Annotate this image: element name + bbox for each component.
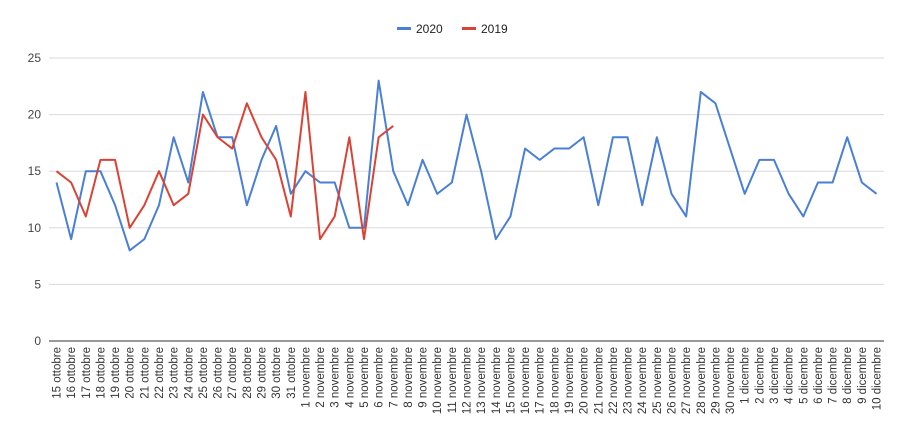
x-tick-label: 9 dicembre (857, 347, 869, 404)
y-tick-label: 5 (34, 277, 41, 291)
gridlines (49, 57, 884, 285)
x-tick-label: 25 novembre (652, 347, 664, 414)
x-tick-label: 3 dicembre (769, 347, 781, 404)
x-tick-label: 15 ottobre (52, 347, 64, 399)
x-tick-label: 27 ottobre (227, 347, 239, 399)
series-line-2019[interactable] (55, 90, 394, 241)
series-lines (55, 79, 878, 252)
x-tick-label: 24 novembre (637, 347, 649, 414)
x-tick-label: 12 novembre (462, 347, 474, 414)
x-tick-label: 13 novembre (476, 347, 488, 414)
x-tick-label: 9 novembre (418, 347, 430, 408)
x-tick-label: 7 dicembre (828, 347, 840, 404)
x-tick-label: 8 novembre (403, 347, 415, 408)
x-tick-label: 29 novembre (710, 347, 722, 414)
x-tick-label: 20 ottobre (125, 347, 137, 399)
x-tick-label: 10 dicembre (872, 347, 884, 410)
x-tick-label: 23 ottobre (169, 347, 181, 399)
legend-label-2020: 2020 (416, 22, 443, 36)
y-tick-label: 20 (28, 108, 42, 122)
x-tick-label: 4 novembre (344, 347, 356, 408)
x-tick-label: 16 novembre (520, 347, 532, 414)
x-tick-label: 27 novembre (681, 347, 693, 414)
x-axis-ticks: 15 ottobre 16 ottobre 17 ottobre 18 ottobre… (52, 347, 884, 414)
x-tick-label: 18 ottobre (95, 347, 107, 399)
x-tick-label: 28 ottobre (242, 347, 254, 399)
x-tick-label: 1 dicembre (740, 347, 752, 404)
legend: 2020 2019 (397, 22, 508, 36)
x-tick-label: 16 ottobre (66, 347, 78, 399)
x-tick-label: 22 ottobre (154, 347, 166, 399)
x-tick-label: 2 dicembre (754, 347, 766, 404)
legend-item-2019[interactable]: 2019 (462, 22, 508, 36)
x-tick-label: 24 ottobre (183, 347, 195, 399)
x-tick-label: 28 novembre (696, 347, 708, 414)
x-tick-label: 30 novembre (725, 347, 737, 414)
legend-item-2020[interactable]: 2020 (397, 22, 443, 36)
y-tick-label: 15 (28, 164, 42, 178)
x-tick-label: 17 ottobre (81, 347, 93, 399)
x-tick-label: 14 novembre (491, 347, 503, 414)
y-axis-ticks: 0 5 10 15 20 25 (28, 51, 42, 348)
x-tick-label: 20 novembre (579, 347, 591, 414)
x-tick-label: 8 dicembre (842, 347, 854, 404)
x-tick-label: 7 novembre (388, 347, 400, 408)
x-tick-label: 1 novembre (300, 347, 312, 408)
y-tick-label: 10 (28, 221, 42, 235)
x-tick-label: 5 novembre (359, 347, 371, 408)
x-tick-label: 29 ottobre (257, 347, 269, 399)
x-tick-label: 26 ottobre (213, 347, 225, 399)
x-tick-label: 11 novembre (447, 347, 459, 413)
x-tick-label: 6 dicembre (813, 347, 825, 404)
x-tick-label: 6 novembre (374, 347, 386, 408)
x-tick-label: 21 ottobre (139, 347, 151, 399)
x-tick-label: 19 ottobre (110, 347, 122, 399)
x-tick-label: 25 ottobre (198, 347, 210, 399)
x-tick-label: 23 novembre (623, 347, 635, 414)
y-tick-label: 0 (34, 334, 41, 348)
x-tick-label: 2 novembre (315, 347, 327, 408)
x-tick-label: 26 novembre (667, 347, 679, 414)
x-tick-label: 19 novembre (564, 347, 576, 414)
x-tick-label: 18 novembre (549, 347, 561, 414)
legend-label-2019: 2019 (481, 22, 508, 36)
x-tick-label: 15 novembre (505, 347, 517, 414)
x-tick-label: 4 dicembre (784, 347, 796, 404)
y-tick-label: 25 (28, 51, 42, 65)
x-tick-label: 17 novembre (535, 347, 547, 414)
series-line-2020[interactable] (55, 79, 878, 252)
x-tick-label: 22 novembre (608, 347, 620, 414)
x-tick-label: 31 ottobre (286, 347, 298, 399)
x-tick-label: 5 dicembre (798, 347, 810, 404)
x-tick-label: 30 ottobre (271, 347, 283, 399)
x-tick-label: 21 novembre (593, 347, 605, 414)
x-tick-label: 10 novembre (432, 347, 444, 414)
x-tick-label: 3 novembre (330, 347, 342, 408)
